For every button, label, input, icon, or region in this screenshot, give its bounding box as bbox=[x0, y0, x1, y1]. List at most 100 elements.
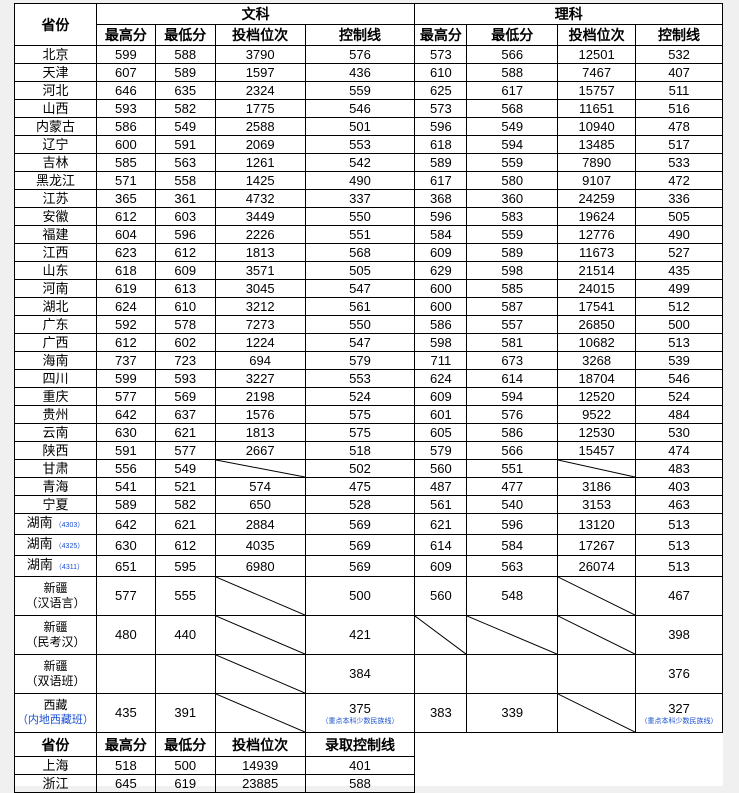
value: 467 bbox=[668, 588, 690, 603]
value: 9522 bbox=[582, 407, 612, 422]
value: 623 bbox=[115, 245, 137, 260]
value: 630 bbox=[115, 537, 137, 553]
value: 361 bbox=[174, 191, 197, 206]
value: 586 bbox=[430, 317, 452, 332]
sci-rank-cell: 24259 bbox=[557, 189, 637, 208]
province-name: 新疆 bbox=[43, 620, 68, 634]
table-row: 山东 618 609 3571 505 629 598 21514 435 bbox=[14, 261, 723, 280]
sci-max-cell bbox=[414, 654, 468, 694]
arts-max-cell: 623 bbox=[95, 243, 156, 262]
sci-max-cell: 596 bbox=[414, 207, 468, 226]
province-cell: 青海 bbox=[14, 477, 97, 496]
sci-max-cell: 586 bbox=[414, 315, 468, 334]
table-row: 天津 607 589 1597 436 610 588 7467 407 bbox=[14, 63, 723, 82]
value: 619 bbox=[174, 776, 197, 791]
arts-max-cell: 435 bbox=[95, 693, 156, 733]
province-cell: 广东 bbox=[14, 315, 97, 334]
arts-max-cell: 577 bbox=[95, 387, 156, 406]
sci-rank-cell: 12501 bbox=[557, 45, 637, 64]
value: 596 bbox=[501, 516, 524, 532]
province-code: （4325） bbox=[54, 543, 85, 550]
value: 513 bbox=[668, 537, 690, 553]
value: 576 bbox=[349, 47, 371, 62]
value: 3571 bbox=[245, 263, 275, 278]
table-row: 河北 646 635 2324 559 625 617 15757 511 bbox=[14, 81, 723, 100]
arts-max-cell: 571 bbox=[95, 171, 156, 190]
sci-rank-cell: 9522 bbox=[557, 405, 637, 424]
province-name: 贵州 bbox=[42, 407, 69, 422]
value: 440 bbox=[174, 627, 197, 642]
sci-max-cell: 487 bbox=[414, 477, 468, 496]
value: 541 bbox=[115, 479, 137, 494]
sci-max-cell: 601 bbox=[414, 405, 468, 424]
sci-min-cell: 576 bbox=[466, 405, 559, 424]
sci-rank-cell: 7467 bbox=[557, 63, 637, 82]
arts-line-cell: 421 bbox=[304, 615, 416, 655]
value: 588 bbox=[174, 47, 197, 62]
arts-max-cell: 630 bbox=[95, 423, 156, 442]
province-name: 天津 bbox=[42, 65, 69, 80]
table-row: 北京 599 588 3790 576 573 566 12501 532 bbox=[14, 45, 723, 64]
province-cell: 宁夏 bbox=[14, 495, 97, 514]
value: 617 bbox=[430, 173, 452, 188]
province-cell: 福建 bbox=[14, 225, 97, 244]
value: 2884 bbox=[245, 516, 275, 532]
arts-rank-cell: 6980 bbox=[214, 555, 306, 577]
header-arts-rank: 投档位次 bbox=[214, 24, 306, 46]
province-cell: 上海 bbox=[14, 756, 97, 775]
value: 516 bbox=[668, 101, 690, 116]
value: 577 bbox=[115, 588, 137, 603]
arts-rank-cell bbox=[214, 576, 306, 616]
province-name: 山西 bbox=[42, 101, 69, 116]
table-row: 重庆 577 569 2198 524 609 594 12520 524 bbox=[14, 387, 723, 406]
sci-rank-cell bbox=[557, 459, 637, 478]
value: 549 bbox=[501, 119, 524, 134]
value: 383 bbox=[430, 705, 452, 720]
value: 624 bbox=[115, 299, 137, 314]
table-row: 辽宁 600 591 2069 553 618 594 13485 517 bbox=[14, 135, 723, 154]
sci-max-cell: 584 bbox=[414, 225, 468, 244]
province-cell: 北京 bbox=[14, 45, 97, 64]
value: 551 bbox=[349, 227, 371, 242]
table-row: 海南 737 723 694 579 711 673 3268 539 bbox=[14, 351, 723, 370]
sci-line-cell: 435 bbox=[635, 261, 723, 280]
sci-rank-cell: 19624 bbox=[557, 207, 637, 226]
value: 542 bbox=[349, 155, 371, 170]
value: 574 bbox=[249, 479, 271, 494]
value: 13485 bbox=[578, 137, 615, 152]
sci-min-cell: 673 bbox=[466, 351, 559, 370]
value: 3186 bbox=[582, 479, 612, 494]
header-arts-min: 最低分 bbox=[154, 24, 216, 46]
sci-min-cell: 584 bbox=[466, 534, 559, 556]
value: 502 bbox=[349, 461, 371, 476]
value: 12530 bbox=[578, 425, 615, 440]
province-cell: 天津 bbox=[14, 63, 97, 82]
province-cell: 湖南 （4311） bbox=[14, 555, 97, 577]
arts-min-cell: 613 bbox=[154, 279, 216, 298]
sci-min-cell: 339 bbox=[466, 693, 559, 733]
value: 483 bbox=[668, 461, 690, 476]
diagonal-slash bbox=[216, 655, 305, 693]
arts-max-cell: 612 bbox=[95, 333, 156, 352]
arts-rank-cell: 2069 bbox=[214, 135, 306, 154]
sci-min-cell: 559 bbox=[466, 225, 559, 244]
value: 527 bbox=[668, 245, 690, 260]
value: 546 bbox=[349, 101, 371, 116]
table-row: 四川 599 593 3227 553 624 614 18704 546 bbox=[14, 369, 723, 388]
value: 398 bbox=[668, 627, 690, 642]
province-cell: 内蒙古 bbox=[14, 117, 97, 136]
arts-max-cell: 577 bbox=[95, 576, 156, 616]
value: 589 bbox=[430, 155, 452, 170]
sci-rank-cell: 24015 bbox=[557, 279, 637, 298]
value: 487 bbox=[430, 479, 452, 494]
value: 1775 bbox=[245, 101, 275, 116]
province-cell: 安徽 bbox=[14, 207, 97, 226]
value: 612 bbox=[115, 209, 137, 224]
value: 593 bbox=[174, 371, 197, 386]
value: 610 bbox=[430, 65, 452, 80]
sci-min-cell: 549 bbox=[466, 117, 559, 136]
value: 1261 bbox=[245, 155, 275, 170]
value: 584 bbox=[430, 227, 452, 242]
value: 594 bbox=[501, 389, 524, 404]
arts-max-cell: 604 bbox=[95, 225, 156, 244]
